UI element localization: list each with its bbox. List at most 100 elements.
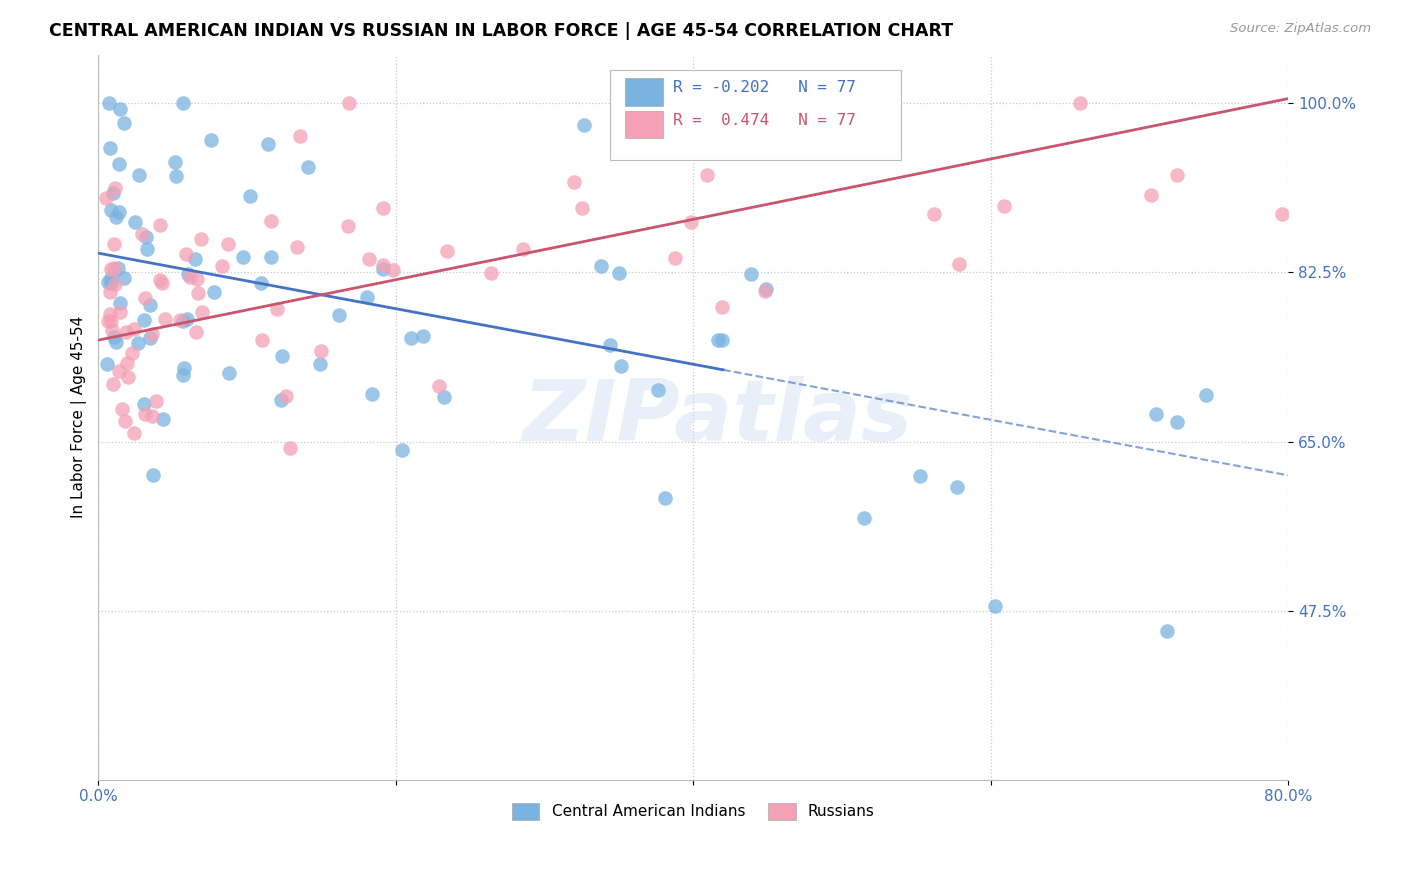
Point — [186, 272, 208, 286]
Point — [200, 133, 222, 147]
Point — [187, 285, 209, 300]
Point — [309, 357, 332, 371]
Point — [107, 261, 129, 276]
Point — [108, 205, 131, 219]
Point — [202, 285, 225, 299]
Point — [288, 128, 311, 143]
Point — [1195, 388, 1218, 402]
Point — [373, 259, 395, 273]
Point — [121, 345, 143, 359]
FancyBboxPatch shape — [610, 70, 901, 161]
Point — [184, 252, 207, 266]
Point — [239, 188, 262, 202]
Point — [1271, 207, 1294, 221]
Point — [173, 360, 195, 375]
Point — [97, 314, 120, 328]
Point — [754, 284, 776, 298]
Point — [98, 141, 121, 155]
Point — [115, 325, 138, 339]
Point — [852, 511, 875, 525]
Y-axis label: In Labor Force | Age 45-54: In Labor Force | Age 45-54 — [72, 317, 87, 518]
Point — [142, 468, 165, 483]
Point — [433, 390, 456, 404]
Point — [654, 491, 676, 505]
Point — [165, 169, 187, 183]
Point — [249, 276, 271, 290]
Point — [122, 426, 145, 441]
Point — [589, 259, 612, 273]
Point — [752, 96, 775, 111]
Point — [1069, 96, 1091, 111]
Point — [176, 267, 198, 281]
Point — [98, 307, 121, 321]
Point — [115, 355, 138, 369]
Point — [138, 330, 160, 344]
Point — [103, 261, 125, 276]
Point — [647, 383, 669, 397]
Point — [211, 259, 233, 273]
Text: R = -0.202   N = 77: R = -0.202 N = 77 — [673, 80, 856, 95]
Point — [479, 266, 502, 280]
Legend: Central American Indians, Russians: Central American Indians, Russians — [506, 797, 880, 826]
Point — [100, 276, 122, 290]
Text: ZIPatlas: ZIPatlas — [522, 376, 912, 458]
Point — [97, 275, 120, 289]
Point — [136, 243, 159, 257]
Point — [134, 407, 156, 421]
Point — [571, 201, 593, 215]
Point — [108, 364, 131, 378]
Point — [755, 281, 778, 295]
Point — [922, 207, 945, 221]
Point — [134, 291, 156, 305]
Point — [266, 301, 288, 316]
Point — [399, 331, 422, 345]
Point — [609, 266, 631, 280]
Point — [100, 202, 122, 217]
Point — [172, 96, 194, 111]
Point — [984, 599, 1007, 613]
Point — [910, 469, 932, 483]
Point — [609, 359, 631, 373]
Point — [97, 96, 120, 111]
Point — [108, 305, 131, 319]
Point — [572, 118, 595, 132]
Point — [436, 244, 458, 259]
FancyBboxPatch shape — [626, 111, 664, 138]
Point — [696, 168, 718, 182]
Point — [775, 96, 797, 111]
Point — [309, 344, 332, 359]
Point — [427, 379, 450, 393]
Point — [127, 335, 149, 350]
Point — [373, 262, 395, 277]
Point — [391, 442, 413, 457]
Point — [152, 412, 174, 426]
Point — [1166, 168, 1188, 182]
Point — [740, 267, 762, 281]
Point — [112, 116, 135, 130]
Point — [104, 277, 127, 292]
Point — [1140, 187, 1163, 202]
Point — [176, 312, 198, 326]
Point — [131, 227, 153, 242]
Point — [169, 313, 191, 327]
Point — [108, 157, 131, 171]
Point — [104, 334, 127, 349]
Point — [599, 338, 621, 352]
Point — [112, 270, 135, 285]
Point — [260, 213, 283, 227]
Point — [297, 160, 319, 174]
Point — [412, 329, 434, 343]
Point — [512, 243, 534, 257]
Point — [710, 300, 733, 314]
Point — [124, 215, 146, 229]
Point — [172, 314, 194, 328]
Point — [165, 154, 187, 169]
Text: CENTRAL AMERICAN INDIAN VS RUSSIAN IN LABOR FORCE | AGE 45-54 CORRELATION CHART: CENTRAL AMERICAN INDIAN VS RUSSIAN IN LA… — [49, 22, 953, 40]
Point — [562, 175, 585, 189]
Point — [132, 313, 155, 327]
Point — [141, 327, 163, 342]
Point — [260, 250, 283, 264]
Point — [100, 314, 122, 328]
Point — [96, 357, 118, 371]
Point — [276, 389, 298, 403]
